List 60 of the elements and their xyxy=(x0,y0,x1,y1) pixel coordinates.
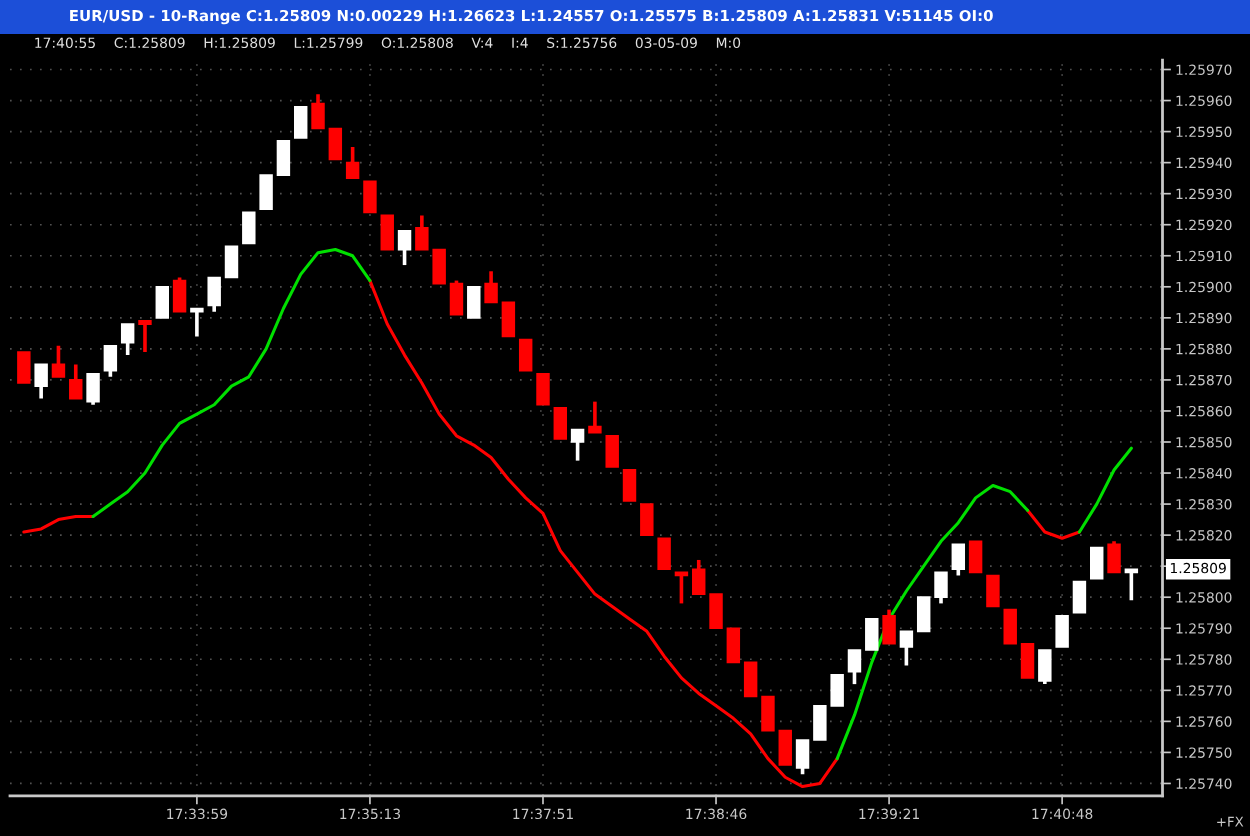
candlestick xyxy=(51,343,66,379)
candlestick xyxy=(588,399,602,435)
candlestick xyxy=(397,229,412,267)
candlestick xyxy=(899,629,914,668)
candlestick xyxy=(657,537,671,571)
candlestick xyxy=(449,278,464,317)
candlestick xyxy=(640,503,654,536)
candlestick xyxy=(795,738,810,776)
candlestick xyxy=(120,322,135,357)
candlestick xyxy=(467,285,481,319)
candlestick xyxy=(1038,648,1052,686)
candlestick xyxy=(743,661,758,698)
candlestick xyxy=(605,434,619,468)
candlestick xyxy=(103,343,118,379)
candlestick xyxy=(501,301,516,338)
candlestick xyxy=(69,362,83,401)
candlestick xyxy=(553,407,568,440)
candlestick xyxy=(934,570,948,606)
candlestick xyxy=(1124,567,1139,603)
candlestick xyxy=(692,558,706,596)
candlestick xyxy=(207,275,221,314)
candlestick xyxy=(1003,608,1017,645)
candlestick xyxy=(259,174,273,211)
candlestick xyxy=(1055,614,1069,648)
candlestick xyxy=(311,92,325,131)
candlestick xyxy=(172,275,187,314)
candlestick xyxy=(536,372,550,406)
candlestick xyxy=(882,607,896,646)
candlestick xyxy=(1072,580,1087,614)
candlestick xyxy=(17,351,31,384)
candlestick xyxy=(986,574,1000,608)
candlestick xyxy=(1020,642,1035,679)
candlestick xyxy=(1090,546,1104,580)
candlestick xyxy=(86,371,100,407)
candlestick xyxy=(622,469,637,502)
candlestick xyxy=(916,596,931,633)
candlestick xyxy=(190,306,204,339)
candlestick xyxy=(968,540,983,574)
candlestick xyxy=(484,269,498,305)
candlestick xyxy=(726,627,741,664)
candlestick xyxy=(778,729,792,766)
candlestick xyxy=(518,338,533,372)
candlestick xyxy=(570,427,585,463)
candlestick xyxy=(865,618,879,651)
candlestick xyxy=(34,362,48,401)
candlestick xyxy=(709,593,723,630)
candlestick xyxy=(328,127,343,161)
candlestick xyxy=(951,542,966,578)
candlestick xyxy=(294,105,308,139)
candlestick xyxy=(847,648,862,686)
candlestick xyxy=(363,180,377,214)
candlestick xyxy=(380,214,394,251)
candlestick xyxy=(224,245,239,279)
candlestick xyxy=(761,695,775,732)
candlestick xyxy=(242,211,256,245)
candlestick xyxy=(138,319,152,354)
candlestick xyxy=(155,285,170,319)
candlestick xyxy=(345,145,360,180)
candlestick xyxy=(1107,539,1121,575)
candlestick xyxy=(276,140,291,176)
